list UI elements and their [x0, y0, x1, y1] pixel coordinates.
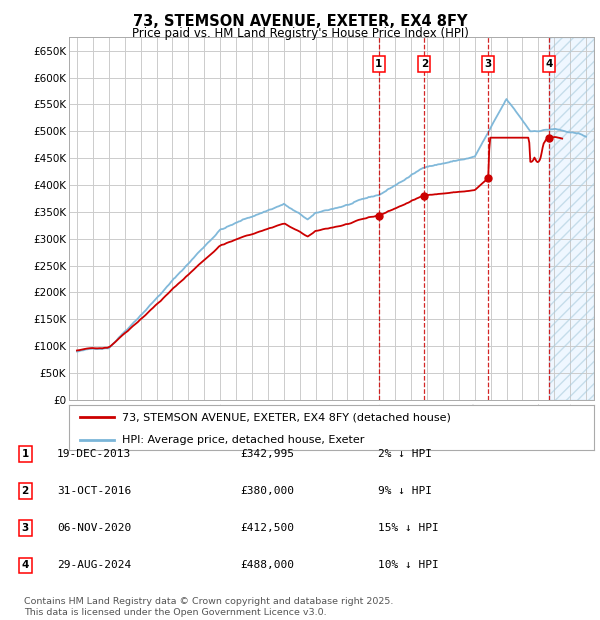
Text: 2% ↓ HPI: 2% ↓ HPI: [378, 449, 432, 459]
Text: £380,000: £380,000: [240, 486, 294, 496]
Bar: [549, 37, 594, 400]
Text: 06-NOV-2020: 06-NOV-2020: [57, 523, 131, 533]
Text: 1: 1: [375, 59, 382, 69]
Text: HPI: Average price, detached house, Exeter: HPI: Average price, detached house, Exet…: [121, 435, 364, 445]
Text: 29-AUG-2024: 29-AUG-2024: [57, 560, 131, 570]
Text: Contains HM Land Registry data © Crown copyright and database right 2025.
This d: Contains HM Land Registry data © Crown c…: [24, 598, 394, 617]
Text: 73, STEMSON AVENUE, EXETER, EX4 8FY: 73, STEMSON AVENUE, EXETER, EX4 8FY: [133, 14, 467, 29]
Text: Price paid vs. HM Land Registry's House Price Index (HPI): Price paid vs. HM Land Registry's House …: [131, 27, 469, 40]
Text: 10% ↓ HPI: 10% ↓ HPI: [378, 560, 439, 570]
Text: 2: 2: [22, 486, 29, 496]
Text: 9% ↓ HPI: 9% ↓ HPI: [378, 486, 432, 496]
Text: 31-OCT-2016: 31-OCT-2016: [57, 486, 131, 496]
Text: 4: 4: [22, 560, 29, 570]
Text: 1: 1: [22, 449, 29, 459]
Bar: [549, 37, 594, 400]
Text: 4: 4: [545, 59, 553, 69]
Text: 3: 3: [22, 523, 29, 533]
Text: 3: 3: [485, 59, 492, 69]
Text: 73, STEMSON AVENUE, EXETER, EX4 8FY (detached house): 73, STEMSON AVENUE, EXETER, EX4 8FY (det…: [121, 412, 451, 422]
Text: £488,000: £488,000: [240, 560, 294, 570]
Text: £412,500: £412,500: [240, 523, 294, 533]
Text: 15% ↓ HPI: 15% ↓ HPI: [378, 523, 439, 533]
Text: 2: 2: [421, 59, 428, 69]
Text: 19-DEC-2013: 19-DEC-2013: [57, 449, 131, 459]
Text: £342,995: £342,995: [240, 449, 294, 459]
